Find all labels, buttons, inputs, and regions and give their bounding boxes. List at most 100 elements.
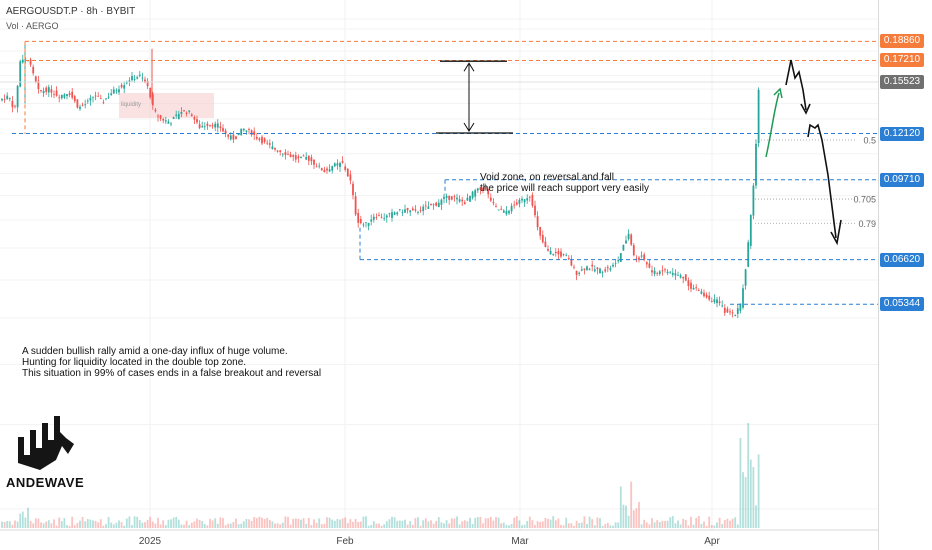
fib-label: 0.79 <box>858 219 876 229</box>
candle-body <box>110 93 113 95</box>
candle-body <box>508 210 510 214</box>
volume-bar <box>635 508 638 528</box>
price-axis[interactable] <box>878 0 932 550</box>
candle-body <box>469 196 471 202</box>
volume-bar <box>29 521 32 528</box>
volume-bar <box>120 522 123 528</box>
volume-bar <box>651 518 653 528</box>
candle-body <box>515 202 518 205</box>
volume-bar <box>450 518 453 528</box>
volume-bar <box>466 521 469 528</box>
projection-fall-head <box>830 219 842 246</box>
volume-bar <box>489 516 492 528</box>
candle-body <box>170 123 172 125</box>
volume-bar <box>505 524 508 528</box>
candle-body <box>445 195 448 198</box>
volume-bar <box>448 523 451 528</box>
candle-body <box>133 78 136 80</box>
candle-body <box>354 196 357 215</box>
volume-bar <box>76 522 79 528</box>
candle-body <box>453 196 456 198</box>
volume-bar <box>383 524 386 528</box>
volume-bar <box>214 518 217 528</box>
candle-body <box>203 126 206 128</box>
volume-bar <box>541 521 544 528</box>
volume-bar <box>713 525 716 528</box>
candle-body <box>42 90 45 94</box>
volume-bar <box>487 518 490 528</box>
volume-bar <box>536 521 539 528</box>
volume-bar <box>471 523 474 528</box>
volume-bar <box>362 516 365 528</box>
volume-bar <box>679 524 682 528</box>
volume-bar <box>435 520 438 528</box>
candle-body <box>216 123 219 128</box>
candle-body <box>619 253 622 262</box>
volume-bar <box>648 524 651 528</box>
candle-body <box>588 268 591 270</box>
candle-body <box>333 163 336 167</box>
volume-bar <box>391 516 393 528</box>
volume-bar <box>619 486 622 528</box>
volume-bar <box>638 502 640 528</box>
volume-bar <box>630 481 633 528</box>
volume-bar <box>318 518 321 528</box>
candle-body <box>614 263 617 265</box>
volume-bar <box>162 520 165 528</box>
volume-bar <box>417 517 419 528</box>
volume-bar <box>149 516 152 528</box>
candle-body <box>21 59 24 63</box>
volume-bar <box>154 523 157 528</box>
candle-body <box>284 152 287 156</box>
volume-bar <box>331 519 334 528</box>
volume-bar <box>513 517 516 528</box>
candle-body <box>263 138 266 142</box>
liquidity-zone <box>119 93 214 118</box>
candle-body <box>742 288 744 308</box>
candle-body <box>638 257 640 261</box>
volume-bar <box>562 525 565 528</box>
volume-bar <box>66 525 68 528</box>
candle-body <box>744 269 747 286</box>
volume-bar <box>367 525 370 528</box>
volume-bar <box>461 521 464 528</box>
candle-body <box>29 59 32 65</box>
projection-arrow-up-head <box>773 87 783 99</box>
volume-bar <box>287 516 289 528</box>
candle-body <box>362 224 365 226</box>
candle-body <box>94 95 97 97</box>
volume-bar <box>609 525 612 528</box>
volume-bar <box>747 422 750 528</box>
volume-bar <box>157 517 159 528</box>
volume-bar <box>703 521 705 528</box>
candle-body <box>476 188 479 191</box>
candle-body <box>357 212 360 223</box>
volume-bar <box>354 518 357 528</box>
candle-body <box>307 155 310 161</box>
candle-body <box>747 242 750 267</box>
candle-body <box>708 295 711 300</box>
volume-bar <box>443 523 445 528</box>
volume-bar <box>294 518 297 528</box>
candle-body <box>484 186 487 190</box>
volume-bar <box>523 524 526 528</box>
candle-body <box>16 85 19 108</box>
volume-bar <box>463 520 466 528</box>
candle-body <box>193 117 196 120</box>
volume-bar <box>684 519 687 528</box>
volume-bar <box>476 517 479 528</box>
candle-body <box>144 79 146 83</box>
volume-bar <box>315 522 318 528</box>
volume-bar <box>427 521 430 528</box>
candle-body <box>544 241 547 247</box>
volume-bar <box>365 516 367 528</box>
volume-bar <box>531 520 534 528</box>
candle-body <box>567 258 570 260</box>
candle-body <box>159 115 162 119</box>
candle-body <box>422 206 425 212</box>
projection-zigzag-head <box>800 103 811 115</box>
volume-bar <box>146 519 149 528</box>
volume-bar <box>193 521 196 528</box>
volume-bar <box>739 438 742 528</box>
